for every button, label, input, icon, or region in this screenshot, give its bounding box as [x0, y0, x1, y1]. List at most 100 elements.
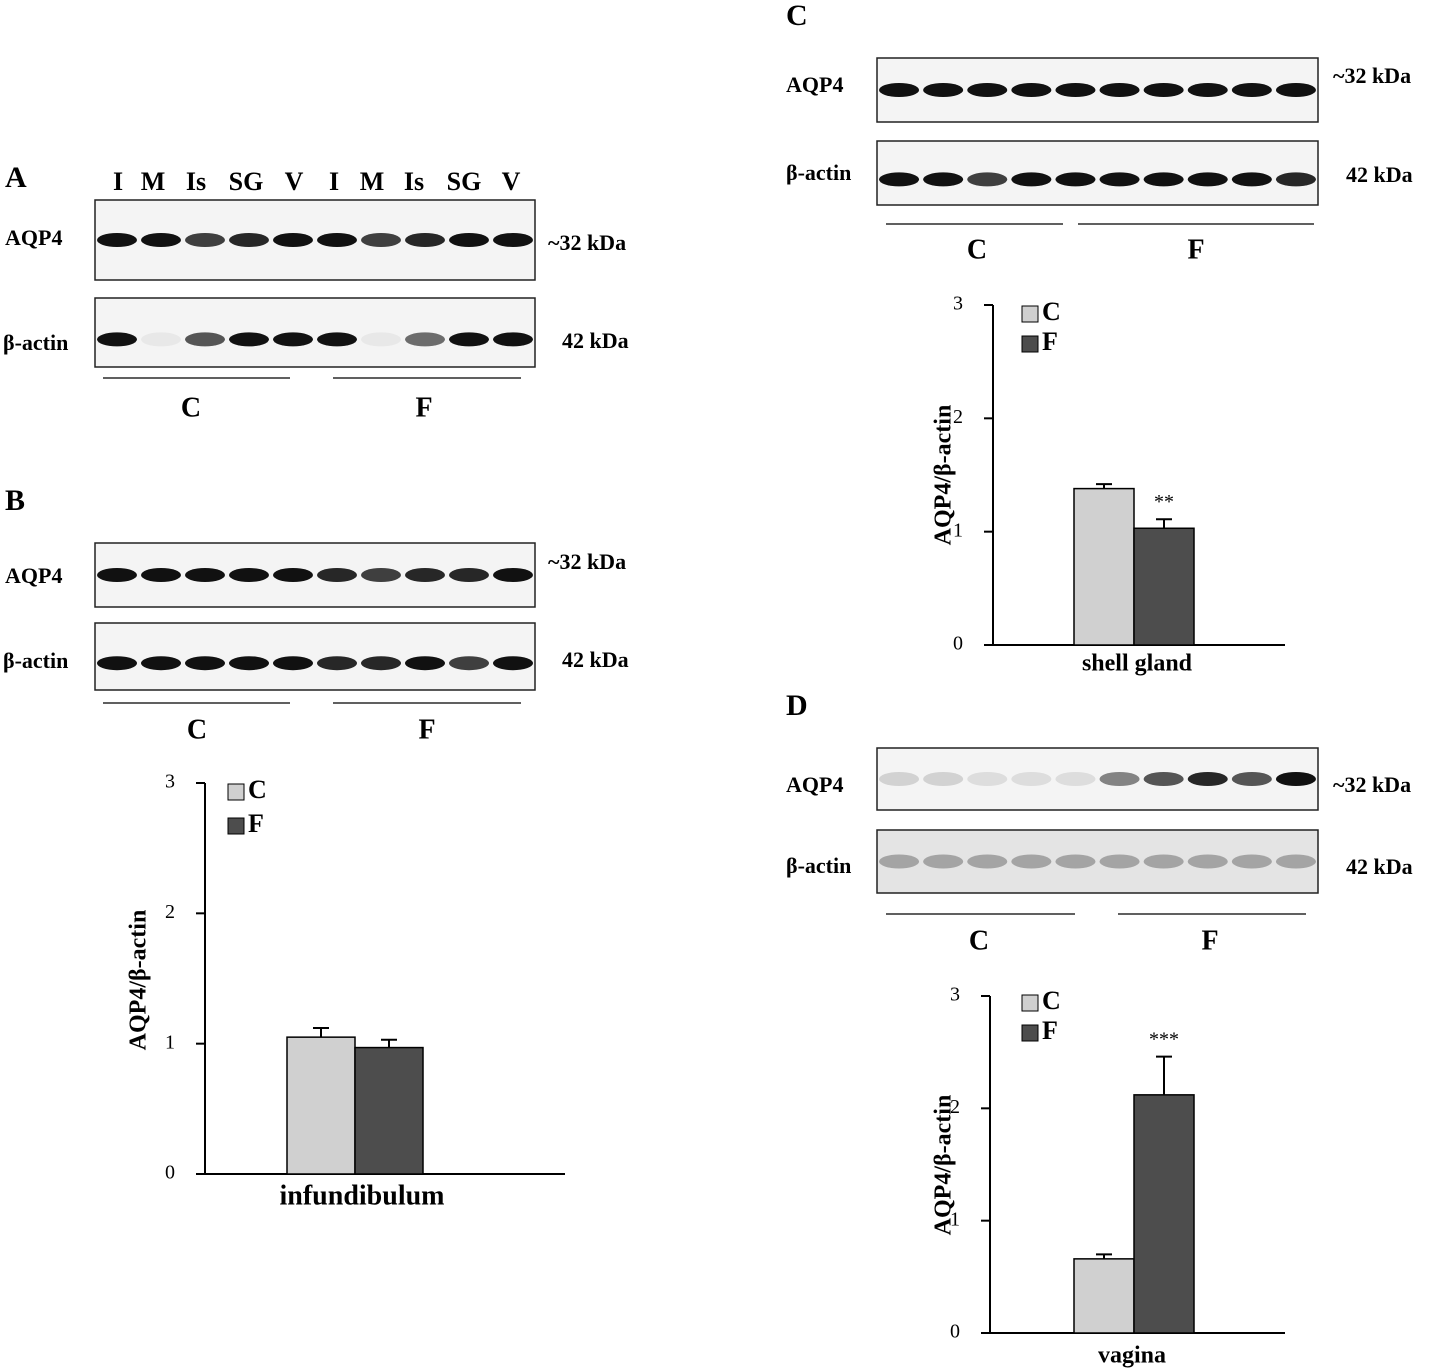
blot-band — [361, 233, 401, 247]
blot-band — [923, 83, 964, 97]
bar — [1073, 1258, 1135, 1334]
blot-band — [879, 83, 920, 97]
size-label: 42 kDa — [1346, 162, 1413, 187]
lane-label: M — [360, 167, 385, 196]
blot-band — [1231, 854, 1272, 869]
blot-band — [923, 772, 964, 786]
blot-band — [1011, 772, 1052, 786]
row-label: AQP4 — [786, 772, 843, 797]
blot-band — [273, 332, 313, 347]
lane-label: Is — [186, 167, 206, 196]
blot-band — [449, 568, 489, 582]
group-label: F — [1201, 925, 1218, 956]
blot-band — [273, 233, 313, 247]
blot-band — [141, 233, 181, 247]
legend-swatch — [227, 817, 245, 835]
blot-band — [1099, 172, 1140, 187]
legend-label: F — [1042, 1016, 1058, 1045]
blot-band — [1143, 772, 1184, 786]
blot-band — [1055, 854, 1096, 869]
panel-letter: D — [786, 689, 808, 722]
legend-label: C — [1042, 297, 1061, 326]
x-tick-label: vagina — [1098, 1343, 1166, 1369]
bar — [354, 1046, 424, 1175]
bar — [1133, 1094, 1195, 1334]
lane-label: M — [141, 167, 166, 196]
blot-band — [967, 854, 1008, 869]
blot-band — [317, 233, 357, 247]
blot-band — [97, 332, 137, 347]
size-label: 42 kDa — [1346, 854, 1413, 879]
significance: *** — [1149, 1028, 1179, 1050]
error-bar — [1156, 1055, 1172, 1095]
row-label: β-actin — [3, 330, 68, 355]
error-bar — [1096, 1253, 1112, 1259]
y-axis-label: AQP4/β-actin — [931, 1095, 957, 1236]
row-label: β-actin — [786, 160, 851, 185]
blot-band — [879, 772, 920, 786]
y-tick-label: 0 — [165, 1162, 175, 1184]
bar — [286, 1036, 356, 1175]
x-tick-label: shell gland — [1082, 651, 1193, 677]
lane-label: SG — [229, 167, 264, 196]
blot-band — [1187, 172, 1228, 187]
blot-band — [1011, 83, 1052, 97]
panel-letter: C — [786, 0, 808, 32]
y-axis-label: AQP4/β-actin — [931, 405, 957, 546]
y-tick-label: 0 — [950, 1321, 960, 1343]
blot-band — [141, 656, 181, 671]
blot-band — [185, 332, 225, 347]
group-label: C — [187, 714, 207, 745]
blot-band — [97, 656, 137, 671]
legend-swatch — [1021, 335, 1039, 353]
bar — [1073, 487, 1135, 646]
row-label: β-actin — [3, 648, 68, 673]
blot-band — [1275, 772, 1316, 786]
bar — [1133, 527, 1195, 646]
size-label: ~32 kDa — [548, 549, 626, 574]
blot-band — [1187, 83, 1228, 97]
lane-label: Is — [404, 167, 424, 196]
panel-letter: B — [5, 484, 25, 517]
y-tick-label: 0 — [953, 633, 963, 655]
row-label: AQP4 — [786, 72, 843, 97]
blot-band — [967, 172, 1008, 187]
blot-band — [879, 854, 920, 869]
blot-band — [1231, 172, 1272, 187]
legend-label: F — [248, 809, 264, 838]
blot-band — [1143, 172, 1184, 187]
blot-band — [1275, 854, 1316, 869]
blot-band — [1143, 83, 1184, 97]
blot-band — [1099, 83, 1140, 97]
blot-band — [449, 233, 489, 247]
blot-band — [1011, 172, 1052, 187]
error-bar — [313, 1027, 329, 1038]
error-bar — [1156, 518, 1172, 529]
size-label: 42 kDa — [562, 647, 629, 672]
row-label: β-actin — [786, 853, 851, 878]
legend-swatch — [1021, 305, 1039, 323]
error-bar — [381, 1038, 397, 1048]
blot-band — [923, 854, 964, 869]
y-tick-label: 3 — [165, 771, 175, 793]
size-label: ~32 kDa — [548, 230, 626, 255]
blot-band — [449, 656, 489, 671]
lane-label: SG — [447, 167, 482, 196]
blot-band — [1275, 83, 1316, 97]
group-label: C — [969, 925, 989, 956]
size-label: 42 kDa — [562, 328, 629, 353]
legend-swatch — [227, 783, 245, 801]
y-tick-label: 1 — [165, 1031, 175, 1053]
y-tick-label: 1 — [950, 1208, 960, 1230]
row-label: AQP4 — [5, 563, 62, 588]
blot-band — [1099, 854, 1140, 869]
x-tick-label: infundibulum — [280, 1180, 445, 1211]
blot-box — [94, 297, 536, 368]
blot-band — [1275, 172, 1316, 187]
blot-box — [94, 622, 536, 691]
blot-band — [405, 656, 445, 671]
blot-band — [1187, 854, 1228, 869]
blot-band — [141, 568, 181, 582]
y-tick-label: 3 — [950, 984, 960, 1006]
